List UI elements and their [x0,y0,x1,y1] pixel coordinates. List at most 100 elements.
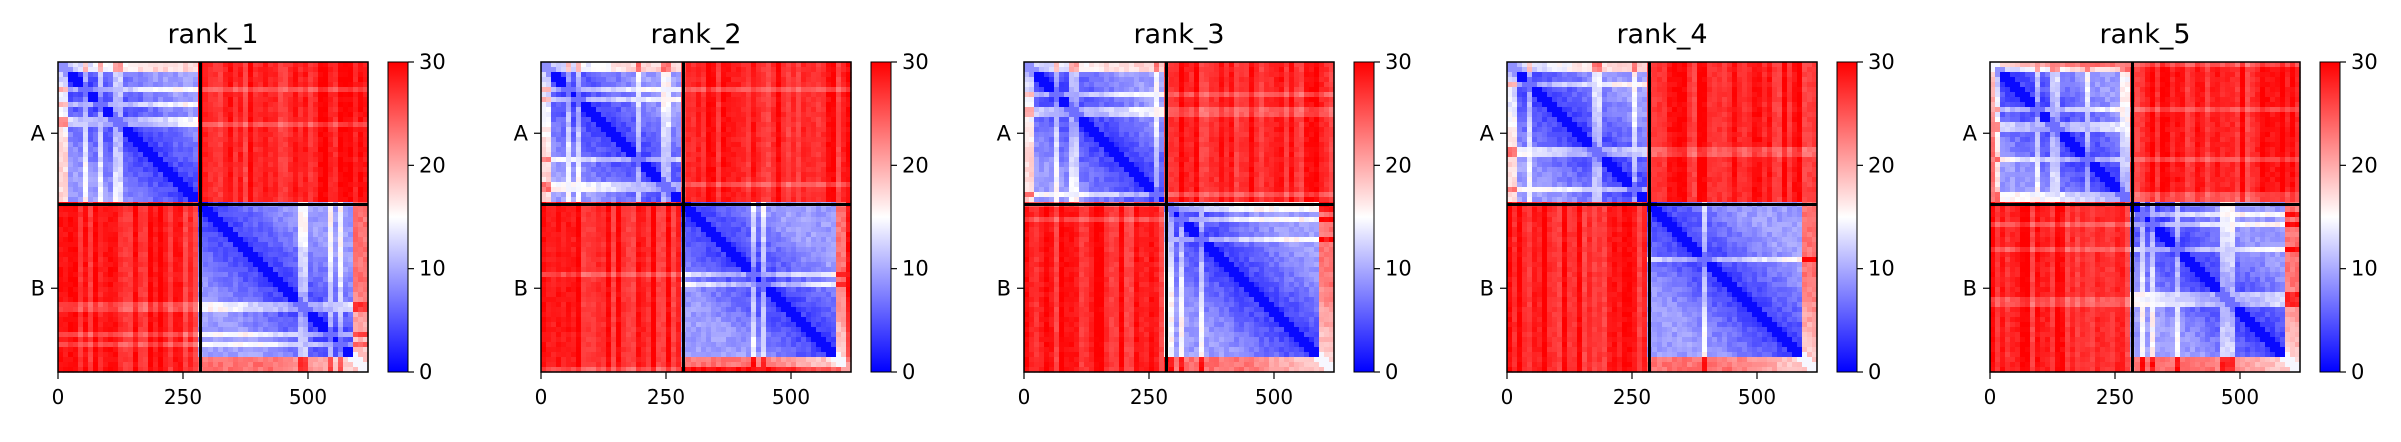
heatmap-cell [253,307,259,313]
heatmap-cell [108,177,114,183]
heatmap-cell [223,207,229,213]
heatmap-cell [223,137,229,143]
heatmap-cell [168,162,174,168]
heatmap-cell [83,77,89,83]
heatmap-cell [178,282,184,288]
heatmap-cell [313,322,319,328]
heatmap-cell [253,127,259,133]
heatmap-cell [273,82,279,88]
heatmap-cell [78,262,84,268]
heatmap-cell [138,212,144,218]
heatmap-cell [193,92,199,98]
heatmap-cell [711,87,717,93]
heatmap-cell [358,327,364,333]
heatmap-cell [816,62,822,68]
heatmap-cell [641,77,647,83]
heatmap-cell [676,107,682,113]
heatmap-cell [591,87,597,93]
heatmap-cell [173,187,179,193]
heatmap-cell [731,77,737,83]
heatmap-cell [208,192,214,198]
heatmap-cell [826,137,832,143]
heatmap-cell [746,62,752,68]
heatmap-cell [283,152,289,158]
heatmap-cell [691,127,697,133]
heatmap-cell [676,62,682,68]
heatmap-cell [208,182,214,188]
heatmap-cell [741,147,747,153]
heatmap-cell [288,362,294,368]
heatmap-cell [103,82,109,88]
heatmap-cell [556,132,562,138]
heatmap-cell [333,282,339,288]
heatmap-cell [258,307,264,313]
heatmap-cell [223,297,229,303]
heatmap-cell [238,192,244,198]
heatmap-cell [213,347,219,353]
heatmap-cell [148,102,154,108]
heatmap-cell [781,72,787,78]
heatmap-cell [258,127,264,133]
heatmap-cell [58,127,64,133]
heatmap-cell [123,112,129,118]
heatmap-cell [293,162,299,168]
heatmap-cell [143,207,149,213]
heatmap-cell [816,82,822,88]
heatmap-cell [258,332,264,338]
heatmap-cell [243,282,249,288]
heatmap-cell [128,272,134,278]
heatmap-cell [821,107,827,113]
heatmap-cell [283,287,289,293]
heatmap-cell [303,272,309,278]
heatmap-cell [353,247,359,253]
heatmap-cell [138,312,144,318]
heatmap-cell [666,122,672,128]
heatmap-cell [283,282,289,288]
heatmap-cell [68,142,74,148]
heatmap-cell [128,107,134,113]
heatmap-cell [148,317,154,323]
heatmap-cell [338,237,344,243]
heatmap-cell [766,147,772,153]
heatmap-cell [641,97,647,103]
heatmap-cell [178,157,184,163]
heatmap-cell [726,137,732,143]
heatmap-cell [303,347,309,353]
heatmap-cell [158,342,164,348]
heatmap-cell [761,132,767,138]
heatmap-cell [63,357,69,363]
heatmap-cell [751,62,757,68]
heatmap-cell [83,92,89,98]
heatmap-cell [143,232,149,238]
heatmap-cell [303,297,309,303]
heatmap-cell [258,187,264,193]
heatmap-cell [826,67,832,73]
heatmap-cell [293,172,299,178]
heatmap-cell [701,77,707,83]
heatmap-cell [561,97,567,103]
heatmap-cell [133,172,139,178]
heatmap-cell [238,352,244,358]
heatmap-cell [571,147,577,153]
heatmap-cell [318,152,324,158]
heatmap-cell [323,332,329,338]
heatmap-cell [746,72,752,78]
heatmap-cell [233,87,239,93]
heatmap-cell [188,162,194,168]
heatmap-cell [293,127,299,133]
heatmap-cell [611,97,617,103]
heatmap-cell [78,317,84,323]
heatmap-cell [83,182,89,188]
heatmap-cell [78,207,84,213]
heatmap-cell [781,97,787,103]
heatmap-cell [831,142,837,148]
heatmap-cell [118,147,124,153]
heatmap-cell [786,122,792,128]
heatmap-cell [556,137,562,143]
heatmap-cell [123,72,129,78]
heatmap-cell [203,172,209,178]
heatmap-cell [213,62,219,68]
heatmap-cell [68,267,74,273]
heatmap-cell [293,352,299,358]
heatmap-cell [263,327,269,333]
